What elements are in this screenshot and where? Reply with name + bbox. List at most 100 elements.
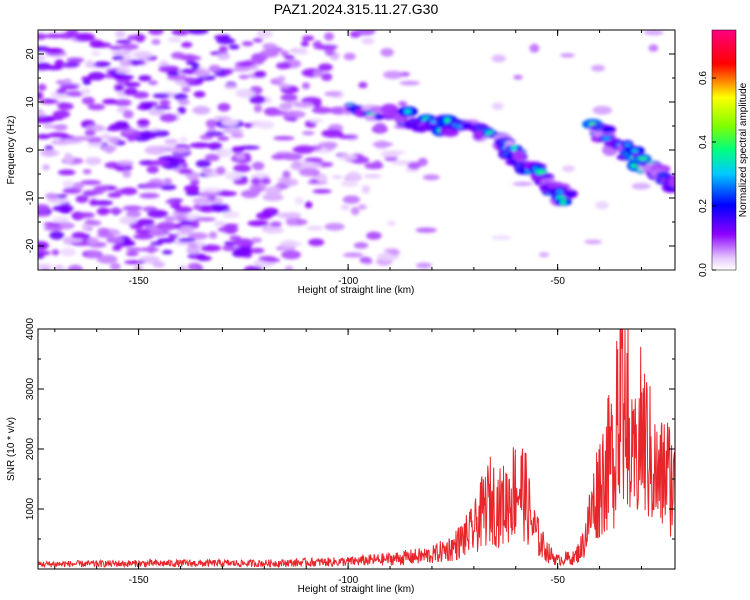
noise-blob <box>171 51 185 60</box>
noise-blob <box>187 232 209 240</box>
noise-blob <box>152 261 165 268</box>
noise-blob <box>101 145 117 153</box>
noise-blob <box>208 231 218 239</box>
noise-blob <box>72 182 85 190</box>
noise-blob <box>208 142 223 151</box>
snr-ytick-label: 1000 <box>25 497 36 520</box>
noise-blob <box>217 136 230 142</box>
noise-blob <box>115 39 132 44</box>
noise-blob <box>417 157 428 167</box>
noise-blob <box>107 192 122 198</box>
noise-blob <box>304 157 323 163</box>
noise-blob <box>304 201 313 209</box>
noise-blob <box>38 263 53 270</box>
snr-axes: -150 -100 -50 1000 2000 3000 4000 <box>25 317 675 586</box>
noise-blob <box>86 220 102 226</box>
noise-blob <box>238 61 254 67</box>
noise-blob <box>278 83 291 89</box>
noise-blob <box>282 170 291 180</box>
noise-blob <box>235 88 256 98</box>
noise-blob <box>52 110 71 119</box>
noise-blob <box>125 251 139 257</box>
noise-blob <box>193 68 211 77</box>
noise-blob <box>75 195 89 204</box>
noise-blob <box>213 220 226 227</box>
noise-blob <box>293 145 316 154</box>
noise-blob <box>148 30 164 36</box>
colorbar-tick-label: 0.0 <box>698 263 709 277</box>
noise-blob <box>80 180 102 185</box>
noise-blob <box>281 153 303 161</box>
noise-blob <box>324 91 342 97</box>
noise-blob <box>306 225 324 231</box>
noise-blob <box>222 128 244 134</box>
noise-blob <box>179 55 202 61</box>
noise-blob <box>126 135 136 142</box>
noise-blob <box>216 148 232 158</box>
noise-blob <box>592 105 613 115</box>
colorbar-axes: 0.0 0.2 0.4 0.6 <box>698 71 716 277</box>
noise-blob <box>337 134 359 140</box>
noise-blob <box>318 63 333 72</box>
noise-blob <box>181 86 191 93</box>
noise-blob <box>235 155 247 160</box>
noise-blob <box>113 74 134 81</box>
noise-blob <box>116 160 134 166</box>
heatmap-layer <box>38 30 675 270</box>
noise-blob <box>238 145 260 150</box>
noise-blob <box>52 216 70 223</box>
noise-blob <box>389 249 401 256</box>
noise-blob <box>49 230 65 240</box>
snr-frame <box>37 328 676 570</box>
signal-core <box>426 125 433 129</box>
noise-blob <box>66 57 84 63</box>
noise-blob <box>82 169 92 175</box>
noise-blob <box>53 124 68 131</box>
noise-blob <box>39 98 59 105</box>
noise-blob <box>102 98 118 105</box>
noise-blob <box>318 141 338 149</box>
noise-blob <box>221 119 239 127</box>
noise-blob <box>277 177 291 183</box>
snr-ytick-label: 2000 <box>25 437 36 460</box>
noise-blob <box>353 242 369 249</box>
noise-blob <box>631 182 651 190</box>
noise-blob <box>71 136 91 141</box>
noise-blob <box>45 48 64 55</box>
noise-blob <box>384 156 398 162</box>
noise-blob <box>123 81 141 88</box>
noise-blob <box>119 216 138 225</box>
noise-blob <box>147 209 169 218</box>
snr-xlabel: Height of straight line (km) <box>298 584 415 595</box>
noise-blob <box>241 41 254 47</box>
noise-blob <box>300 162 322 169</box>
heatmap-xtick-label: -50 <box>550 276 565 287</box>
noise-blob <box>256 120 275 129</box>
signal-core <box>602 126 614 133</box>
noise-blob <box>197 191 219 198</box>
noise-blob <box>195 159 211 168</box>
noise-blob <box>204 153 220 162</box>
noise-blob <box>57 169 76 176</box>
signal-core <box>444 117 451 124</box>
noise-blob <box>300 40 309 47</box>
snr-ylabel: SNR (10 * v/v) <box>6 417 17 481</box>
noise-blob <box>187 253 206 259</box>
noise-blob <box>108 138 119 144</box>
noise-blob <box>233 238 255 248</box>
signal-core <box>602 135 612 142</box>
noise-blob <box>190 178 200 186</box>
noise-blob <box>591 64 605 72</box>
noise-blob <box>65 30 79 38</box>
noise-blob <box>538 252 550 258</box>
noise-blob <box>177 99 190 106</box>
noise-blob <box>139 192 160 199</box>
noise-blob <box>284 265 294 270</box>
noise-blob <box>280 50 289 57</box>
noise-blob <box>97 227 110 235</box>
snr-xtick-label: -50 <box>550 575 565 586</box>
signal-core <box>556 189 564 195</box>
noise-blob <box>422 174 440 181</box>
signal-core <box>637 156 649 161</box>
noise-blob <box>114 99 132 107</box>
